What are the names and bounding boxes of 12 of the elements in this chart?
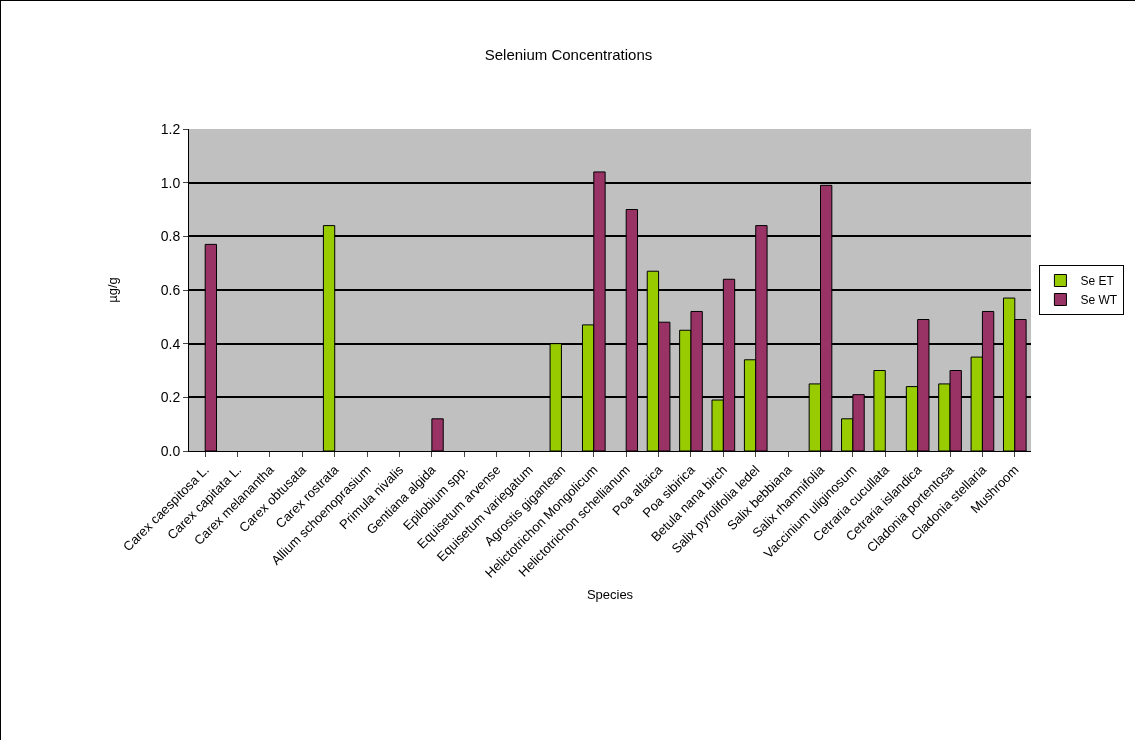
chart-title: Selenium Concentrations [484, 45, 653, 63]
y-tick-label: 0.0 [160, 442, 181, 459]
y-tick-label: 0.2 [160, 389, 181, 406]
y-tick-label: 1.0 [160, 174, 181, 191]
x-axis-title: Species [586, 587, 634, 603]
y-tick-label: 1.2 [160, 120, 181, 137]
y-tick-label: 0.8 [160, 228, 181, 245]
y-axis-title: µg/g [104, 277, 120, 303]
y-tick-label: 0.6 [160, 281, 181, 298]
legend-label: Se ET [1080, 274, 1115, 289]
y-tick-label: 0.4 [160, 335, 181, 352]
legend-label: Se WT [1080, 293, 1118, 308]
